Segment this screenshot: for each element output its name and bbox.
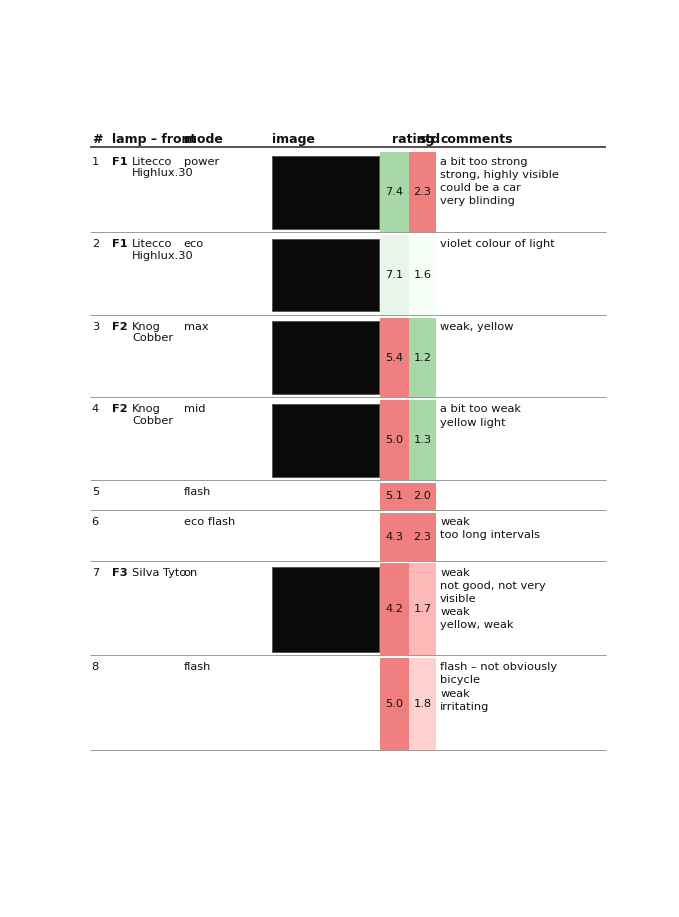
Bar — [380, 400, 409, 480]
Text: eco flash: eco flash — [184, 517, 235, 526]
Bar — [409, 400, 437, 480]
Text: 2: 2 — [92, 239, 99, 249]
Text: a bit too weak
yellow light: a bit too weak yellow light — [440, 404, 521, 427]
Text: 5.0: 5.0 — [385, 436, 403, 445]
Text: 4: 4 — [92, 404, 99, 414]
Text: F1: F1 — [112, 157, 128, 167]
Text: 1.2: 1.2 — [414, 352, 431, 362]
Text: 3: 3 — [92, 322, 99, 332]
Text: Knog
Cobber: Knog Cobber — [132, 322, 173, 344]
Text: on: on — [184, 568, 198, 578]
Text: Litecco
Highlux.30: Litecco Highlux.30 — [132, 239, 194, 260]
Text: weak, yellow: weak, yellow — [440, 322, 513, 332]
Text: eco: eco — [184, 239, 204, 249]
Text: 1: 1 — [92, 157, 99, 167]
Text: 8: 8 — [92, 662, 99, 672]
Text: 4.3: 4.3 — [385, 532, 403, 542]
Text: F2: F2 — [112, 322, 128, 332]
Text: 5.4: 5.4 — [385, 352, 403, 362]
Text: 1.7: 1.7 — [414, 604, 432, 614]
Bar — [380, 483, 409, 510]
Text: std: std — [418, 133, 440, 146]
Text: #: # — [92, 133, 103, 146]
Text: 1.3: 1.3 — [414, 436, 432, 445]
Bar — [409, 563, 437, 655]
Bar — [272, 403, 378, 477]
Text: F3: F3 — [112, 568, 128, 578]
Text: flash: flash — [184, 662, 211, 672]
Text: 7: 7 — [92, 568, 99, 578]
Text: a bit too strong
strong, highly visible
could be a car
very blinding: a bit too strong strong, highly visible … — [440, 157, 559, 206]
Text: Litecco
Highlux.30: Litecco Highlux.30 — [132, 157, 194, 178]
Bar — [380, 152, 409, 232]
Text: 2.3: 2.3 — [414, 532, 431, 542]
Text: 2.3: 2.3 — [414, 187, 431, 197]
Text: weak
too long intervals: weak too long intervals — [440, 517, 540, 540]
Text: 1.6: 1.6 — [414, 270, 431, 280]
Text: flash – not obviously
bicycle
weak
irritating: flash – not obviously bicycle weak irrit… — [440, 662, 557, 712]
Bar — [409, 483, 437, 510]
Text: mode: mode — [184, 133, 223, 146]
Bar — [380, 317, 409, 397]
Bar — [272, 156, 378, 228]
Text: lamp – front: lamp – front — [112, 133, 196, 146]
Bar — [409, 317, 437, 397]
Text: rating: rating — [392, 133, 434, 146]
Bar — [380, 563, 409, 655]
Text: comments: comments — [440, 133, 513, 146]
Text: Knog
Cobber: Knog Cobber — [132, 404, 173, 426]
Text: 1.8: 1.8 — [414, 699, 432, 709]
Text: 5: 5 — [92, 487, 99, 497]
Text: 2.0: 2.0 — [414, 492, 431, 502]
Text: image: image — [272, 133, 314, 146]
Bar — [409, 513, 437, 560]
Text: Silva Tyto: Silva Tyto — [132, 568, 187, 578]
Text: mid: mid — [184, 404, 205, 414]
Bar — [380, 658, 409, 750]
Bar — [409, 152, 437, 232]
Text: weak
not good, not very
visible
weak
yellow, weak: weak not good, not very visible weak yel… — [440, 568, 546, 630]
Text: max: max — [184, 322, 208, 332]
Text: 7.4: 7.4 — [385, 187, 403, 197]
Bar — [380, 235, 409, 315]
Text: 5.1: 5.1 — [385, 492, 403, 502]
Text: 5.0: 5.0 — [385, 699, 403, 709]
Text: power: power — [184, 157, 219, 167]
Bar — [380, 513, 409, 560]
Text: 4.2: 4.2 — [386, 604, 403, 614]
Text: 7.1: 7.1 — [385, 270, 403, 280]
Text: violet colour of light: violet colour of light — [440, 239, 555, 249]
Text: flash: flash — [184, 487, 211, 497]
Bar — [409, 235, 437, 315]
Bar — [272, 321, 378, 394]
Bar — [272, 238, 378, 311]
Text: F2: F2 — [112, 404, 128, 414]
Text: 6: 6 — [92, 517, 99, 526]
Bar — [272, 567, 378, 652]
Text: F1: F1 — [112, 239, 128, 249]
Bar — [409, 658, 437, 750]
